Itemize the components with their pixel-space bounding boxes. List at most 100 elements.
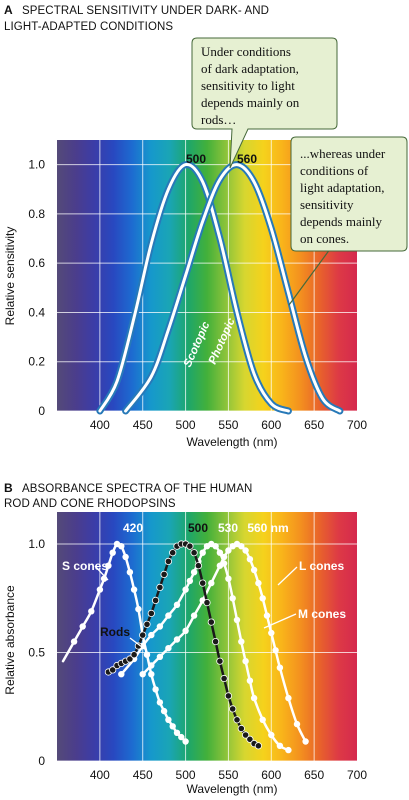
rods-curve-point xyxy=(233,716,241,724)
l-cones-curve-point xyxy=(302,738,309,745)
x-tick-label: 650 xyxy=(304,768,324,782)
rods-curve-point xyxy=(229,705,237,713)
l-cones-curve-point xyxy=(242,547,249,554)
s-cones-curve-point xyxy=(173,729,181,736)
callout-light-line5: depends mainly xyxy=(300,214,382,229)
photopic-curve xyxy=(124,163,342,413)
m-cones-curve-point xyxy=(246,677,254,684)
m-cones-curve-point xyxy=(173,601,181,608)
panel-b: B ABSORBANCE SPECTRA OF THE HUMAN ROD AN… xyxy=(3,481,367,796)
x-tick-label: 500 xyxy=(176,768,196,782)
l-cones-curve-group xyxy=(139,540,309,745)
m-cones-curve-point xyxy=(190,569,198,576)
panel-a: A SPECTRAL SENSITIVITY UNDER DARK- AND L… xyxy=(3,3,408,449)
l-cones-curve-point xyxy=(272,647,279,654)
callout-light-line2: conditions of xyxy=(300,163,369,178)
panel-a-x-axis-title: Wavelength (nm) xyxy=(187,435,278,449)
peak-label-530: 530 xyxy=(218,521,238,535)
rods-curve-point xyxy=(242,731,250,739)
peak-label-420: 420 xyxy=(123,521,143,535)
y-tick-label: 0 xyxy=(38,404,45,418)
l-cones-label: L cones xyxy=(299,559,344,573)
l-cones-curve-point xyxy=(293,720,301,728)
panel-a-title-line2: LIGHT-ADAPTED CONDITIONS xyxy=(4,21,173,33)
m-cones-curve-point xyxy=(268,731,275,739)
rods-curve-point xyxy=(130,651,138,659)
s-cones-curve-point xyxy=(126,569,134,576)
x-tick-label: 450 xyxy=(133,768,153,782)
rods-curve-point xyxy=(126,655,134,663)
m-cones-curve-point xyxy=(250,694,258,702)
m-cones-curve-point xyxy=(118,671,125,678)
s-cones-curve-point xyxy=(160,707,168,715)
s-cones-curve-point xyxy=(178,733,185,741)
m-cones-curve-point xyxy=(182,586,189,593)
peak-label-500-b: 500 xyxy=(188,521,208,535)
rods-curve-point xyxy=(199,579,207,587)
rods-curve-point xyxy=(190,549,198,557)
x-tick-label: 700 xyxy=(347,418,367,432)
s-cones-curve-point xyxy=(148,671,155,678)
l-cones-curve-point xyxy=(250,566,258,574)
callout-light-line6: on cones. xyxy=(300,231,349,246)
s-cones-curve-point xyxy=(122,553,129,561)
y-tick-label: 0.5 xyxy=(28,646,45,660)
panel-a-peak-labels: 500 560 xyxy=(186,152,257,166)
s-cones-curve-point xyxy=(88,608,95,615)
rods-curve-point xyxy=(147,609,155,618)
panel-b-curves xyxy=(61,540,309,754)
rods-curve-point xyxy=(212,637,220,646)
s-cones-curve-point xyxy=(182,738,189,745)
l-cones-curve-point xyxy=(263,612,271,619)
m-cones-curve-point xyxy=(165,612,172,619)
x-tick-label: 650 xyxy=(304,418,324,432)
rods-pointer xyxy=(129,637,147,651)
l-cones-curve-point xyxy=(173,636,181,643)
s-cones-curve-point xyxy=(165,716,172,723)
rods-curve-point xyxy=(152,596,160,605)
x-tick-label: 700 xyxy=(347,768,367,782)
m-cones-curve-point xyxy=(259,716,266,723)
m-cones-pointer xyxy=(263,613,297,629)
panel-b-y-axis-title: Relative absorbance xyxy=(3,585,17,695)
panel-a-title-line1: SPECTRAL SENSITIVITY UNDER DARK- AND xyxy=(22,5,269,17)
panel-b-series-labels: S cones Rods M cones L cones xyxy=(62,559,346,639)
l-cones-curve-point xyxy=(165,645,172,652)
l-cones-curve-point xyxy=(182,627,189,634)
l-cones-curve-point xyxy=(238,543,245,550)
y-tick-label: 0 xyxy=(38,754,45,768)
panel-b-title-line2: ROD AND CONE RHODOPSINS xyxy=(4,498,176,510)
s-cones-label: S cones xyxy=(62,559,108,573)
x-tick-label: 400 xyxy=(90,768,110,782)
y-tick-label: 0.4 xyxy=(28,305,45,319)
callout-light-line3: light adaptation, xyxy=(300,180,384,195)
rods-curve-point xyxy=(186,542,194,550)
s-cones-curve-point xyxy=(169,723,176,730)
s-cones-curve-point xyxy=(109,549,116,556)
rods-curve-point xyxy=(246,735,254,743)
callout-light-adaptation: ...whereas under conditions of light ada… xyxy=(288,136,408,306)
callout-dark-line4: depends mainly on xyxy=(201,95,300,110)
panel-b-x-axis-title: Wavelength (nm) xyxy=(187,782,278,796)
l-cones-curve-point xyxy=(148,662,155,669)
l-cones-curve-point xyxy=(246,556,254,563)
m-cones-curve-point xyxy=(148,631,155,639)
s-cones-pointer xyxy=(94,565,109,581)
x-tick-label: 400 xyxy=(90,418,110,432)
rods-curve-point xyxy=(164,557,172,566)
rods-curve-point xyxy=(169,549,177,557)
s-cones-curve-point xyxy=(152,686,159,693)
s-cones-curve-point xyxy=(156,699,164,706)
s-cones-curve-point xyxy=(118,543,125,550)
x-tick-label: 500 xyxy=(176,418,196,432)
panel-a-y-axis-title: Relative sensitivity xyxy=(3,227,17,326)
rods-curve-point xyxy=(237,724,245,733)
m-cones-curve-point xyxy=(220,560,228,567)
l-cones-curve-point xyxy=(208,579,215,587)
rods-curve-point xyxy=(216,657,224,665)
rods-curve-point xyxy=(220,674,228,683)
l-cones-curve-point xyxy=(255,579,262,587)
rods-curve-group xyxy=(104,540,262,750)
callout-light-line1: ...whereas under xyxy=(300,146,386,161)
y-tick-label: 0.8 xyxy=(28,207,45,221)
